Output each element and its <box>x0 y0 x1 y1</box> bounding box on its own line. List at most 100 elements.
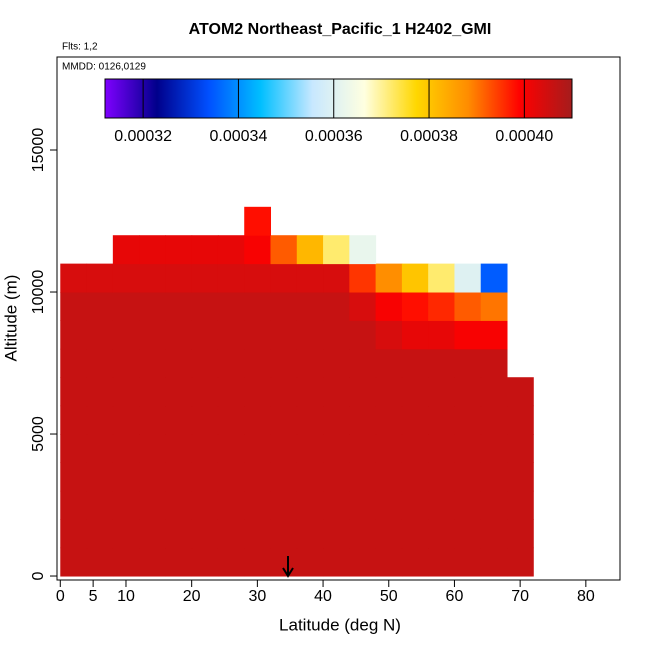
heatmap-cell <box>270 348 298 378</box>
heatmap-cell <box>296 490 324 520</box>
x-tick-label: 80 <box>577 588 595 605</box>
heatmap-cell <box>428 434 455 463</box>
heatmap-cell <box>507 462 534 492</box>
heatmap-cell <box>139 235 166 265</box>
heatmap-cell <box>507 377 534 407</box>
heatmap-cell <box>60 547 88 577</box>
heatmap-cell <box>401 377 429 407</box>
heatmap-cell <box>244 462 272 492</box>
heatmap-cell <box>507 434 534 463</box>
x-tick-label: 40 <box>314 588 332 605</box>
heatmap-cell <box>217 462 245 492</box>
heatmap-cell <box>323 348 350 378</box>
heatmap-cell <box>323 292 350 321</box>
heatmap-cell <box>454 434 482 463</box>
heatmap-cell <box>86 547 114 577</box>
x-tick-label: 10 <box>117 588 135 605</box>
heatmap-cell <box>349 490 377 520</box>
heatmap-cell <box>139 292 166 321</box>
heatmap-cell <box>244 235 272 265</box>
heatmap-cell <box>112 405 140 435</box>
heatmap-cell <box>112 547 140 577</box>
heatmap-cell <box>454 292 482 321</box>
heatmap-cell <box>217 235 245 265</box>
heatmap-cell <box>191 263 219 293</box>
heatmap-cell <box>480 547 508 577</box>
heatmap-cell <box>191 434 219 463</box>
heatmap-cell <box>165 292 193 321</box>
heatmap-cell <box>217 405 245 435</box>
x-tick-label: 30 <box>248 588 266 605</box>
heatmap-cell <box>244 263 272 293</box>
heatmap-cell <box>401 434 429 463</box>
heatmap-cell <box>428 490 455 520</box>
heatmap-cell <box>480 263 508 293</box>
heatmap-cell <box>244 405 272 435</box>
heatmap-cell <box>323 320 350 350</box>
colorbar-tick-label: 0.00032 <box>114 128 172 145</box>
heatmap-cell <box>323 405 350 435</box>
heatmap-cell <box>244 206 272 236</box>
heatmap-cell <box>480 320 508 350</box>
annotation: MMDD: 0126,0129 <box>62 62 146 73</box>
heatmap-cell <box>349 434 377 463</box>
colorbar-tick-label: 0.00038 <box>400 128 458 145</box>
heatmap-cell <box>112 462 140 492</box>
heatmap-cell <box>296 462 324 492</box>
heatmap-cell <box>270 320 298 350</box>
heatmap-cell <box>270 377 298 407</box>
heatmap-cell <box>60 405 88 435</box>
x-tick-label: 0 <box>56 588 65 605</box>
heatmap-cell <box>244 348 272 378</box>
heatmap-cell <box>191 490 219 520</box>
heatmap-cell <box>454 519 482 549</box>
heatmap-cell <box>244 519 272 549</box>
heatmap-cell <box>165 405 193 435</box>
heatmap-cell <box>349 320 377 350</box>
heatmap-cell <box>244 490 272 520</box>
heatmap-cell <box>375 263 403 293</box>
heatmap-cell <box>375 547 403 577</box>
heatmap-cell <box>270 490 298 520</box>
heatmap-cell <box>60 519 88 549</box>
heatmap-cell <box>349 405 377 435</box>
heatmap-cell <box>480 348 508 378</box>
heatmap-cell <box>507 490 534 520</box>
x-tick-label: 70 <box>511 588 529 605</box>
heatmap-cell <box>401 320 429 350</box>
heatmap-cell <box>401 405 429 435</box>
heatmap-cell <box>270 405 298 435</box>
heatmap-cell <box>86 519 114 549</box>
heatmap-cell <box>86 490 114 520</box>
heatmap-cell <box>323 490 350 520</box>
heatmap-cell <box>139 434 166 463</box>
x-axis-label: Latitude (deg N) <box>279 615 401 634</box>
heatmap-cell <box>112 263 140 293</box>
heatmap-cell <box>217 292 245 321</box>
heatmap-cell <box>323 377 350 407</box>
x-tick-label: 20 <box>183 588 201 605</box>
heatmap-cell <box>191 377 219 407</box>
heatmap-cell <box>60 348 88 378</box>
heatmap-cell <box>270 434 298 463</box>
heatmap-cell <box>349 377 377 407</box>
heatmap-cell <box>454 547 482 577</box>
heatmap-cell <box>401 547 429 577</box>
heatmap-cell <box>60 434 88 463</box>
heatmap-cell <box>86 405 114 435</box>
heatmap-cell <box>428 320 455 350</box>
heatmap-cell <box>296 263 324 293</box>
heatmap-cell <box>480 377 508 407</box>
heatmap-cell <box>112 348 140 378</box>
y-tick-label: 15000 <box>30 128 47 173</box>
heatmap-cell <box>112 434 140 463</box>
y-tick-label: 5000 <box>30 416 47 452</box>
heatmap-cell <box>375 519 403 549</box>
heatmap-cell <box>323 547 350 577</box>
heatmap-cell <box>507 519 534 549</box>
heatmap-cell <box>112 519 140 549</box>
heatmap-cell <box>244 320 272 350</box>
colorbar <box>104 78 573 119</box>
heatmap-cell <box>454 348 482 378</box>
heatmap-cell <box>323 434 350 463</box>
